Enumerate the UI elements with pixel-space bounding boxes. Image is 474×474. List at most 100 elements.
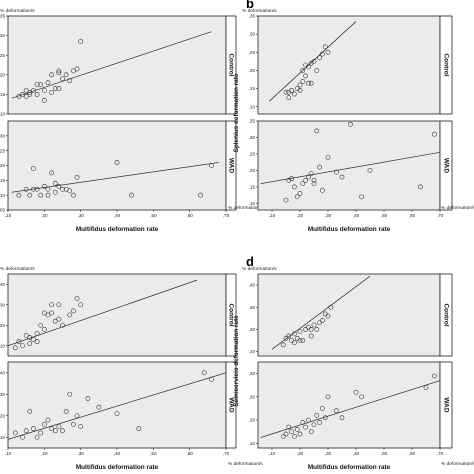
- data-point: [38, 322, 44, 328]
- data-point: [286, 333, 292, 339]
- y-unit-label: % deformation/s: [242, 266, 277, 272]
- y-tick-label: ,15: [0, 178, 5, 183]
- facet-strip: [225, 273, 237, 357]
- data-point: [289, 88, 294, 93]
- data-point: [45, 192, 51, 198]
- facet-strip: [225, 120, 237, 211]
- data-point: [34, 339, 40, 345]
- data-point: [49, 170, 54, 176]
- data-point: [320, 318, 325, 323]
- facet-wad: WAD ,40 ,30 ,20 ,10: [249, 361, 453, 449]
- x-tick-label: ,20: [41, 451, 48, 456]
- data-point: [317, 164, 322, 170]
- data-point: [320, 406, 325, 411]
- data-point: [294, 194, 300, 200]
- data-point: [334, 408, 339, 414]
- data-point: [136, 426, 142, 432]
- data-point: [45, 312, 51, 318]
- data-point: [20, 343, 25, 349]
- data-point: [308, 333, 314, 339]
- data-point: [74, 174, 80, 180]
- data-point: [322, 44, 328, 50]
- data-point: [348, 121, 353, 127]
- facet-label: Control: [227, 53, 234, 76]
- data-point: [300, 181, 306, 187]
- x-tick-label: ,50: [150, 451, 157, 456]
- data-point: [311, 181, 317, 187]
- x-unit-label: % deformation/s: [441, 461, 474, 467]
- data-point: [292, 91, 297, 97]
- x-tick-label: ,40: [114, 213, 121, 218]
- data-point: [56, 316, 62, 322]
- data-point: [23, 428, 29, 434]
- fit-line: [11, 162, 219, 193]
- y-tick-label: ,20: [249, 327, 256, 332]
- facet-label: WAD: [227, 158, 234, 173]
- y-axis-label: Splenius deformation rate: [233, 73, 240, 152]
- data-point: [297, 431, 303, 437]
- x-tick-label: ,60: [186, 213, 193, 218]
- data-point: [34, 92, 40, 97]
- data-point: [60, 186, 65, 192]
- plot-area: [7, 361, 227, 449]
- facet-control: Control ,40 ,30 ,20 ,10: [249, 273, 453, 357]
- data-point: [31, 426, 36, 432]
- fit-line: [7, 372, 227, 440]
- data-point: [41, 421, 47, 427]
- data-point: [34, 82, 40, 87]
- data-point: [314, 327, 320, 332]
- data-point: [23, 88, 29, 93]
- data-point: [297, 82, 303, 88]
- x-tick-label: ,30: [77, 451, 84, 456]
- x-tick-label: ,40: [353, 213, 360, 218]
- data-point: [85, 396, 91, 401]
- y-tick-label: ,25: [0, 53, 5, 58]
- data-point: [16, 339, 22, 345]
- data-point: [286, 95, 292, 101]
- facet-label: WAD: [227, 397, 234, 412]
- data-point: [78, 302, 84, 308]
- data-point: [78, 39, 84, 44]
- data-point: [432, 373, 437, 379]
- data-point: [300, 338, 306, 343]
- facet-strip: [439, 361, 453, 449]
- panel-letter: d: [246, 254, 254, 269]
- y-tick-label: ,35: [0, 14, 5, 19]
- facet-control: Control ,35 ,30 ,25 ,20 ,15 ,10: [249, 14, 453, 115]
- data-point: [27, 341, 33, 347]
- y-tick-label: ,10: [249, 349, 256, 354]
- x-tick-label: ,30: [325, 213, 332, 218]
- fit-line: [271, 275, 371, 350]
- data-point: [423, 385, 429, 390]
- data-point: [31, 337, 36, 342]
- data-point: [303, 73, 308, 79]
- data-point: [303, 62, 308, 68]
- x-tick-label: ,60: [409, 213, 416, 218]
- facet-label: Control: [442, 303, 449, 326]
- data-point: [67, 391, 73, 397]
- data-point: [114, 160, 120, 165]
- y-tick-label: ,20: [249, 418, 256, 423]
- data-point: [56, 302, 62, 308]
- plot-area: [257, 273, 441, 357]
- data-point: [52, 318, 58, 324]
- fit-line: [268, 21, 357, 102]
- data-point: [283, 431, 289, 437]
- x-tick-label: ,70: [223, 213, 230, 218]
- facet-label: WAD: [442, 397, 449, 412]
- data-point: [314, 128, 320, 134]
- x-axis-label: Multifidus deformation rate: [308, 464, 391, 471]
- x-tick-label: ,50: [381, 451, 388, 456]
- y-tick-label: ,25: [0, 148, 5, 153]
- y-tick-label: ,40: [249, 371, 256, 376]
- data-point: [292, 434, 297, 439]
- data-point: [297, 338, 303, 343]
- facet-strip: [439, 15, 453, 115]
- data-point: [334, 169, 339, 175]
- data-point: [41, 88, 47, 93]
- y-tick-label: ,30: [0, 392, 5, 397]
- data-point: [294, 427, 300, 432]
- x-unit-label: % deformation/s: [228, 461, 263, 467]
- y-tick-label: ,10: [0, 435, 5, 440]
- fit-line: [260, 380, 441, 438]
